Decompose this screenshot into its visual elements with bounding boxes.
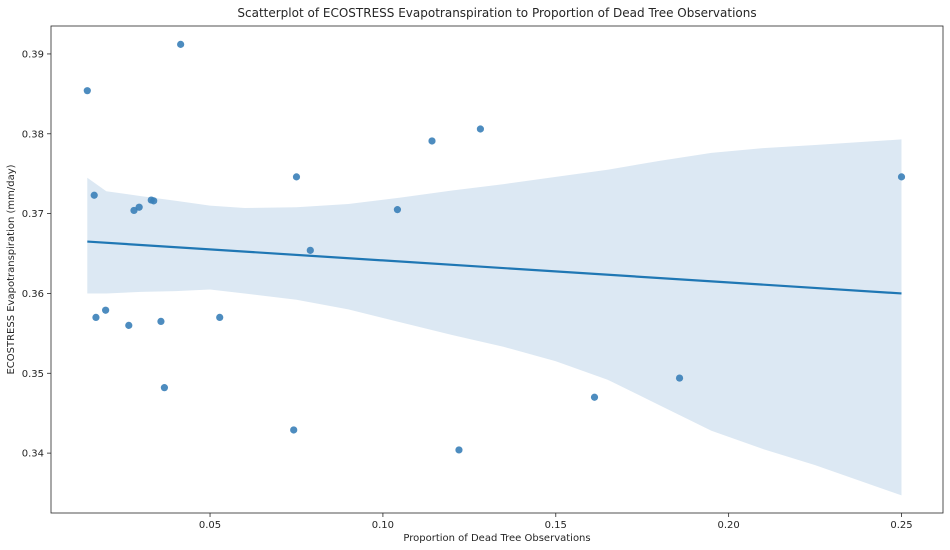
data-point bbox=[150, 197, 158, 205]
y-tick-label: 0.35 bbox=[22, 369, 44, 380]
x-tick-label: 0.05 bbox=[199, 520, 221, 531]
data-point bbox=[177, 40, 185, 48]
data-point bbox=[83, 87, 91, 95]
points-layer bbox=[83, 40, 906, 454]
x-axis: 0.05 0.10 0.15 0.20 0.25 bbox=[199, 513, 913, 531]
y-tick-label: 0.34 bbox=[22, 449, 44, 460]
x-tick-label: 0.10 bbox=[372, 520, 394, 531]
y-tick-label: 0.39 bbox=[22, 49, 44, 60]
x-tick-label: 0.25 bbox=[890, 520, 912, 531]
y-tick-label: 0.36 bbox=[22, 289, 44, 300]
y-axis: 0.34 0.35 0.36 0.37 0.38 0.39 bbox=[22, 49, 51, 460]
data-point bbox=[476, 125, 485, 133]
data-point bbox=[216, 313, 224, 322]
data-point bbox=[290, 426, 298, 434]
confidence-band bbox=[87, 139, 902, 496]
x-tick-label: 0.20 bbox=[718, 520, 740, 531]
regression-line-layer bbox=[87, 240, 902, 295]
data-point bbox=[292, 173, 301, 181]
data-point bbox=[92, 313, 100, 322]
x-axis-label: Proportion of Dead Tree Observations bbox=[403, 533, 590, 544]
data-point bbox=[590, 393, 599, 401]
data-point bbox=[135, 203, 143, 211]
data-point bbox=[306, 246, 314, 254]
plot-frame bbox=[50, 25, 944, 514]
data-point bbox=[130, 206, 138, 215]
y-tick-label: 0.38 bbox=[22, 129, 44, 140]
y-axis-label: ECOSTRESS Evapotranspiration (mm/day) bbox=[6, 164, 17, 374]
data-point bbox=[675, 374, 684, 382]
data-point bbox=[897, 173, 906, 181]
regression-line bbox=[87, 240, 902, 295]
data-point bbox=[455, 446, 463, 454]
y-tick-label: 0.37 bbox=[22, 209, 44, 220]
data-point bbox=[428, 137, 436, 145]
data-point bbox=[102, 306, 110, 314]
data-point bbox=[125, 321, 133, 329]
data-point bbox=[90, 191, 98, 199]
x-tick-label: 0.15 bbox=[545, 520, 567, 531]
data-point bbox=[157, 317, 165, 325]
confidence-band-layer bbox=[87, 139, 902, 496]
chart-title: Scatterplot of ECOSTRESS Evapotranspirat… bbox=[237, 6, 756, 20]
data-point bbox=[393, 206, 402, 214]
plot-area bbox=[50, 25, 944, 514]
data-point bbox=[160, 384, 169, 392]
